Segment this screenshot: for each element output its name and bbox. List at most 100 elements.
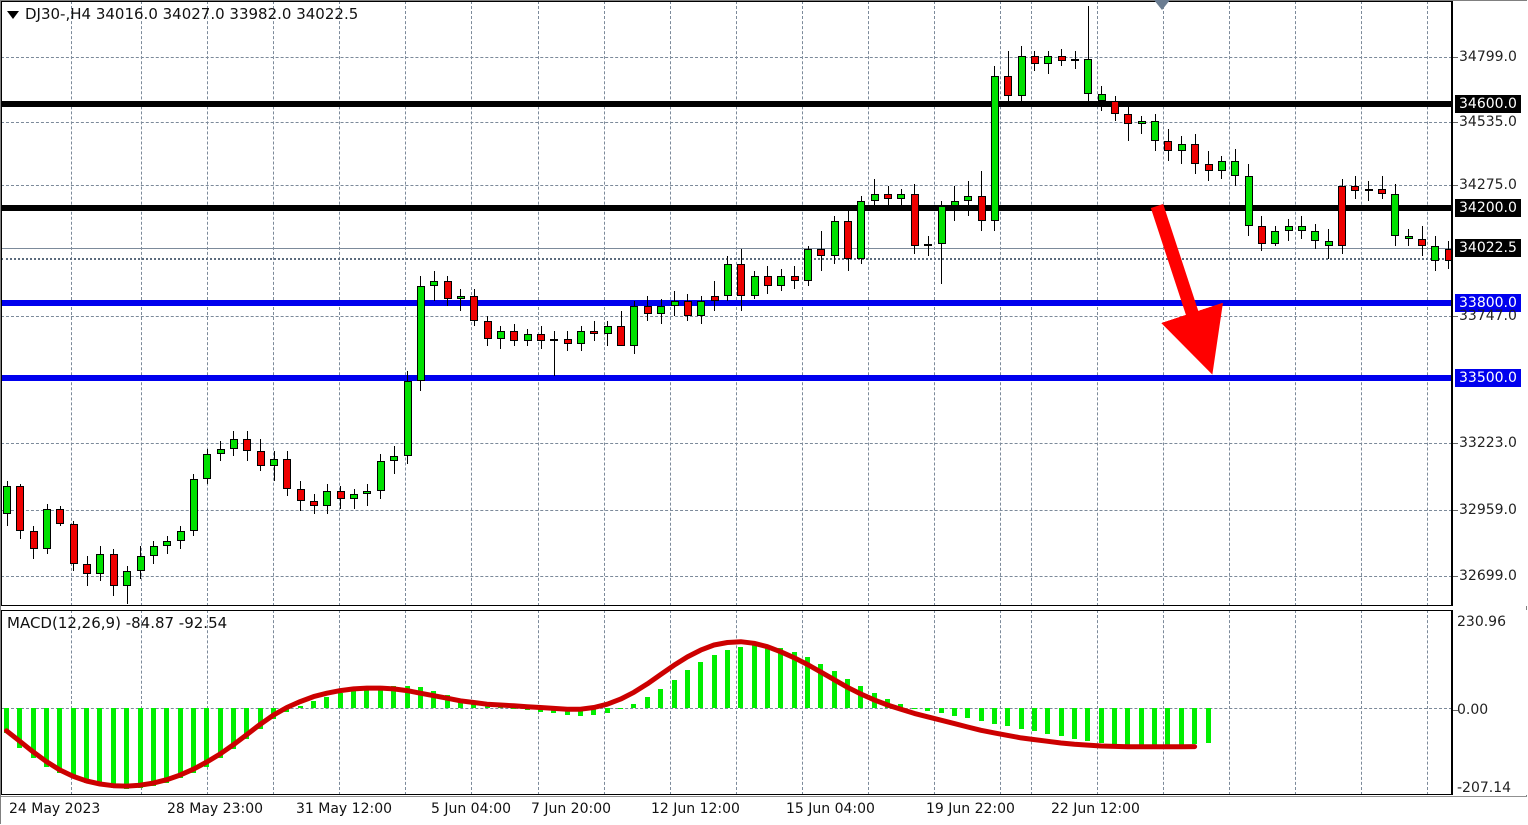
macd-histogram-bar	[391, 685, 397, 708]
candlestick	[790, 1, 799, 606]
macd-histogram-bar	[1205, 707, 1211, 744]
candlestick	[977, 1, 986, 606]
macd-histogram-bar	[70, 707, 76, 779]
candle-body	[136, 556, 145, 571]
candle-body	[1257, 226, 1266, 244]
price-axis-label: 32699.0	[1459, 568, 1517, 584]
candlestick	[763, 1, 772, 606]
macd-histogram-bar	[4, 707, 9, 733]
candlestick	[470, 1, 479, 606]
macd-histogram-bar	[1018, 707, 1024, 729]
candlestick	[1151, 1, 1160, 606]
candlestick	[483, 1, 492, 606]
candlestick	[804, 1, 812, 606]
candlestick	[844, 1, 853, 606]
macd-histogram-bar	[604, 707, 610, 713]
candle-wick	[460, 288, 462, 311]
time-axis[interactable]: 24 May 2023 28 May 23:00 31 May 12:00 5 Jun…	[1, 796, 1527, 824]
candle-wick	[353, 488, 355, 509]
resistance-34600[interactable]	[1, 101, 1452, 107]
candle-body	[229, 438, 238, 449]
macd-histogram-bar	[204, 707, 210, 767]
candle-body	[950, 201, 959, 206]
candlestick	[537, 1, 545, 606]
macd-axis[interactable]: 230.96 0.00 -207.14	[1452, 610, 1527, 796]
candle-body	[496, 331, 505, 339]
time-axis-label: 31 May 12:00	[296, 801, 393, 817]
candle-body	[910, 193, 919, 246]
price-axis-label: 33223.0	[1459, 435, 1517, 451]
macd-histogram-bar	[644, 697, 650, 708]
triangle-down-icon[interactable]	[7, 10, 19, 19]
candlestick	[189, 1, 198, 606]
candlestick	[403, 1, 412, 606]
candle-body	[1071, 58, 1079, 61]
price-axis[interactable]: 34799.0 34600.0 34535.0 34275.0 34200.0 34022…	[1452, 1, 1527, 606]
candle-body	[1164, 141, 1173, 151]
candle-body	[577, 331, 586, 344]
resistance-34200[interactable]	[1, 205, 1452, 211]
candle-body	[323, 491, 332, 506]
macd-histogram-bar	[1112, 707, 1118, 745]
macd-histogram-bar	[1098, 707, 1104, 743]
candle-body	[43, 508, 52, 549]
candlestick	[16, 1, 25, 606]
candlestick	[443, 1, 452, 606]
macd-histogram-bar	[938, 707, 944, 714]
candlestick	[884, 1, 893, 606]
candle-body	[350, 493, 359, 499]
candlestick	[29, 1, 38, 606]
candle-body	[123, 571, 132, 586]
candle-body	[1191, 143, 1200, 164]
support-33800[interactable]	[1, 300, 1452, 306]
gridline-vertical	[1427, 610, 1428, 795]
candle-body	[1364, 188, 1373, 191]
price-axis-label: 34600.0	[1455, 95, 1521, 113]
candlestick	[870, 1, 879, 606]
macd-histogram-bar	[698, 661, 704, 708]
candle-body	[964, 196, 973, 201]
candlestick	[617, 1, 626, 606]
gridline-vertical	[538, 610, 539, 795]
current-price-dotted-line	[1, 258, 1452, 260]
macd-histogram-bar	[337, 693, 343, 708]
candle-body	[817, 248, 826, 256]
candlestick	[1097, 1, 1106, 606]
candle-body	[83, 563, 92, 574]
macd-pane[interactable]: MACD(12,26,9) -84.87 -92.54	[1, 610, 1452, 795]
candle-body	[1057, 56, 1066, 61]
macd-histogram-bar	[124, 707, 130, 789]
price-chart-pane[interactable]: DJ30-,H4 34016.0 34027.0 33982.0 34022.5	[1, 1, 1452, 606]
candle-body	[256, 451, 265, 466]
candle-body	[763, 276, 772, 286]
candlestick	[496, 1, 505, 606]
candlestick	[657, 1, 666, 606]
time-axis-label: 28 May 23:00	[167, 801, 264, 817]
candle-body	[737, 263, 746, 296]
candlestick	[1324, 1, 1333, 606]
support-33500[interactable]	[1, 375, 1452, 381]
candlestick	[577, 1, 586, 606]
gridline-horizontal	[1, 122, 1452, 123]
candle-body	[243, 438, 252, 451]
candlestick	[510, 1, 519, 606]
chart-top-marker-icon[interactable]	[1154, 0, 1170, 10]
macd-histogram-bar	[671, 679, 677, 708]
macd-histogram-bar	[911, 707, 917, 709]
candlestick	[1338, 1, 1346, 606]
candlestick	[1364, 1, 1373, 606]
candle-body	[723, 263, 732, 296]
axis-tick	[1453, 316, 1458, 317]
candlestick	[363, 1, 372, 606]
candlestick	[1431, 1, 1440, 606]
candle-body	[830, 221, 839, 256]
candle-body	[16, 486, 25, 531]
candlestick	[523, 1, 532, 606]
candle-wick	[620, 311, 622, 339]
time-axis-label: 22 Jun 12:00	[1051, 801, 1140, 817]
axis-tick	[1453, 185, 1458, 186]
macd-histogram-bar	[845, 678, 851, 708]
gridline-vertical	[71, 610, 72, 795]
gridline-vertical	[1097, 610, 1098, 795]
